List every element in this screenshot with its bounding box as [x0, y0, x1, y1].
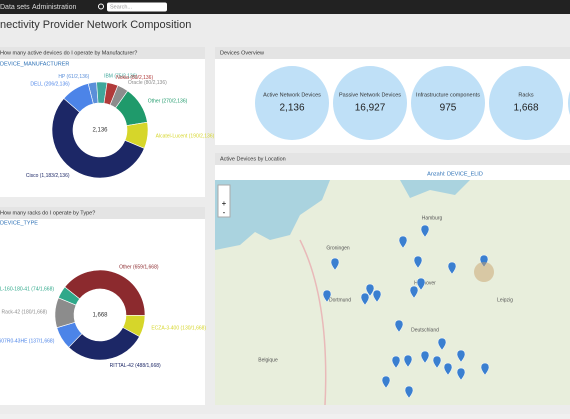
donut-segment: [51, 98, 145, 179]
segment-label: Cisco (1,183/2,136): [26, 173, 70, 179]
nav-item[interactable]: Administration: [32, 4, 76, 11]
map-pin: [480, 362, 490, 376]
kpi-circle: [411, 66, 485, 140]
zoom-out[interactable]: -: [223, 208, 226, 217]
map-pin: [447, 261, 457, 275]
map-pin: [365, 283, 375, 297]
map-pin: [404, 385, 414, 399]
kpi-label: Infrastructure components: [416, 92, 480, 98]
kpi-circle: [489, 66, 563, 140]
navbar: [0, 0, 570, 14]
kpi-value: 1,668: [513, 103, 538, 114]
kpi-value: 2,136: [279, 103, 304, 114]
map-sea: [400, 180, 470, 198]
kpi-value: 975: [440, 103, 457, 114]
segment-label: Oracle (80/2,136): [128, 80, 167, 86]
zoom-control[interactable]: [217, 184, 231, 218]
kpi-label: Passive Network Devices: [339, 92, 401, 98]
nav-item[interactable]: Data sets: [0, 4, 30, 11]
kpi-value: 16,927: [355, 103, 386, 114]
map-pin: [456, 349, 466, 363]
panel-title: How many racks do I operate by Type?: [0, 210, 95, 216]
panel-header: [215, 47, 570, 59]
segment-label: HP (61/2,136): [58, 74, 89, 80]
map: + -: [215, 180, 570, 406]
map-pin: [437, 337, 447, 351]
segment-label: SUN Rack-42 (180/1,668): [0, 310, 47, 316]
map-pin: [403, 354, 413, 368]
place-label: Leipzig: [497, 297, 513, 303]
map-pin: [391, 355, 401, 369]
segment-label: RITTAL-42 (488/1,668): [110, 363, 161, 369]
segment-label: RITTAL-TS8-8607R0-43HE (137/1,668): [0, 339, 55, 345]
panel-title: Active Devices by Location: [220, 156, 286, 162]
cluster: [474, 262, 494, 282]
search-icon: [98, 3, 104, 10]
map-pin: [413, 255, 423, 269]
map-pins: [322, 224, 494, 399]
map-pin: [409, 285, 419, 299]
donut-center: 2,136: [92, 128, 108, 134]
donut: Other (659/1,668) ECZA-3-400 (130/1,668) R…: [0, 264, 206, 368]
segment-label: IBM (75/2,136): [104, 73, 137, 79]
map-sea: [215, 180, 330, 250]
zoom-in[interactable]: +: [222, 199, 227, 208]
map-pin: [322, 289, 332, 303]
search-placeholder: Search...: [110, 4, 132, 10]
map-pin: [416, 277, 426, 291]
segment-label: ECZA-3-400 (130/1,668): [151, 325, 206, 331]
place-label: Hamburg: [422, 215, 443, 221]
panel-header: [0, 47, 205, 59]
map-places: Groningen Hamburg Hannover Dortmund Deutschl…: [258, 215, 513, 363]
place-label: Dortmund: [329, 297, 351, 303]
panel-title: Devices Overview: [220, 50, 264, 56]
map-pin: [372, 289, 382, 303]
segment-label: SV-RITTAL-160-180-41 (74/1,668): [0, 286, 54, 292]
place-label: Hannover: [414, 280, 436, 286]
map-pin: [360, 292, 370, 306]
place-label: Belgique: [258, 357, 278, 363]
map-pin: [443, 362, 453, 376]
field-link[interactable]: DEVICE_MANUFACTURER: [0, 61, 69, 67]
kpi-label: Active Network Devices: [263, 92, 321, 98]
segment-label: DELL (206/2,136): [30, 81, 70, 87]
panel: [0, 207, 205, 405]
segment-label: Nokia (80/2,136): [116, 75, 153, 81]
panel-header: [215, 153, 570, 165]
search-box[interactable]: [107, 2, 167, 12]
panel-header: [0, 207, 205, 219]
map-pin: [381, 375, 391, 389]
map-pin: [330, 257, 340, 271]
segment-label: Other (270/2,136): [148, 99, 188, 105]
map-pin: [394, 319, 404, 333]
map-pin: [420, 350, 430, 364]
segment-label: Alcatel-Lucent (190/2,136): [156, 134, 215, 140]
page-title: nectivity Provider Network Composition: [0, 19, 191, 31]
map-pin: [456, 367, 466, 381]
kpi-row: Active Network Devices 2,136 Passive Netwo…: [255, 66, 570, 140]
donut-segment: [63, 83, 94, 113]
kpi-label: Racks: [518, 92, 534, 98]
place-label: Deutschland: [411, 327, 439, 333]
map-legend: Anzahl: DEVICE_ELID: [427, 171, 483, 177]
map-pin: [432, 355, 442, 369]
field-link[interactable]: DEVICE_TYPE: [0, 220, 38, 226]
kpi-circle: [255, 66, 329, 140]
donut-segment: [58, 286, 81, 306]
segment-label: Other (659/1,668): [119, 264, 159, 270]
map-pin: [420, 224, 430, 238]
place-label: Groningen: [326, 245, 350, 251]
map-border: [299, 239, 327, 406]
map-pin: [398, 235, 408, 249]
panel-title: How many active devices do I operate by …: [0, 50, 137, 56]
donut: HP (61/2,136) IBM (75/2,136)Nokia (80/2,1…: [26, 73, 215, 179]
kpi-circle: [333, 66, 407, 140]
donut-center: 1,668: [92, 313, 108, 319]
